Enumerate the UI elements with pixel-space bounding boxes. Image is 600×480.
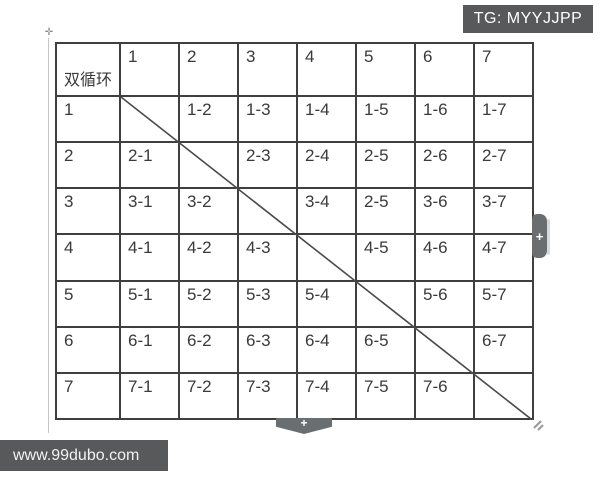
pairing-cell: 5-7 [473,279,534,328]
pairing-cell: 1-7 [473,95,534,144]
pairing-cell: 5-2 [178,279,239,328]
pairing-cell: 1-2 [178,95,239,144]
bottom-resize-handle[interactable]: + [276,418,332,434]
pairing-table: 双循环 1 2 3 4 5 6 7 1 1-2 1-3 1-4 1-5 1-6 1-7 2 2-1 2-3 2-4 2… [55,41,534,421]
pairing-cell: 4-6 [414,233,475,282]
pairing-cell: 6-5 [355,325,416,374]
pairing-cell: 3-4 [296,187,357,236]
row-header-cell: 3 [55,187,121,236]
right-handle-track [547,219,550,255]
pairing-cell: 4-3 [237,233,298,282]
pairing-cell: 6-7 [473,325,534,374]
diagonal-empty-cell [119,95,180,144]
object-anchor-icon: ✛ [44,27,54,38]
diagonal-empty-cell [296,233,357,282]
pairing-cell: 4-1 [119,233,180,282]
pairing-cell: 2-6 [414,141,475,190]
diagonal-empty-cell [414,325,475,374]
pairing-cell: 7-6 [414,371,475,421]
table-header-row: 双循环 1 2 3 4 5 6 7 [55,41,534,98]
pairing-cell: 6-4 [296,325,357,374]
column-header-cell: 5 [355,41,416,98]
row-header-cell: 2 [55,141,121,190]
table-row: 5 5-1 5-2 5-3 5-4 5-6 5-7 [55,279,534,328]
pairing-cell: 2-4 [296,141,357,190]
pairing-cell: 3-2 [178,187,239,236]
table-row: 1 1-2 1-3 1-4 1-5 1-6 1-7 [55,95,534,144]
tg-watermark-badge: TG: MYYJJPP [463,5,593,33]
table-row: 6 6-1 6-2 6-3 6-4 6-5 6-7 [55,325,534,374]
corner-resize-grip-icon[interactable] [531,418,544,431]
table-row: 7 7-1 7-2 7-3 7-4 7-5 7-6 [55,371,534,421]
pairing-cell: 4-5 [355,233,416,282]
plus-icon: + [535,228,544,244]
pairing-cell: 2-3 [237,141,298,190]
pairing-cell: 4-2 [178,233,239,282]
table-row: 4 4-1 4-2 4-3 4-5 4-6 4-7 [55,233,534,282]
pairing-cell: 2-1 [119,141,180,190]
table-row: 2 2-1 2-3 2-4 2-5 2-6 2-7 [55,141,534,190]
pairing-cell: 1-4 [296,95,357,144]
column-header-cell: 7 [473,41,534,98]
pairing-cell: 4-7 [473,233,534,282]
column-header-cell: 3 [237,41,298,98]
pairing-cell: 3-6 [414,187,475,236]
pairing-cell: 5-6 [414,279,475,328]
pairing-table-container: 双循环 1 2 3 4 5 6 7 1 1-2 1-3 1-4 1-5 1-6 1-7 2 2-1 2-3 2-4 2… [55,41,534,421]
pairing-cell: 2-5 [355,187,416,236]
row-header-cell: 5 [55,279,121,328]
plus-icon: + [300,416,308,430]
diagonal-empty-cell [355,279,416,328]
pairing-cell: 3-7 [473,187,534,236]
pairing-cell: 7-2 [178,371,239,421]
url-watermark-bar: www.99dubo.com [0,440,168,471]
row-header-cell: 1 [55,95,121,144]
column-header-cell: 6 [414,41,475,98]
tg-watermark-label: TG: MYYJJPP [473,10,583,27]
diagonal-empty-cell [473,371,534,421]
pairing-cell: 5-3 [237,279,298,328]
pairing-cell: 2-5 [355,141,416,190]
pairing-cell: 6-1 [119,325,180,374]
pairing-cell: 7-1 [119,371,180,421]
column-header-cell: 1 [119,41,180,98]
diagonal-empty-cell [237,187,298,236]
pairing-cell: 6-3 [237,325,298,374]
table-row: 3 3-1 3-2 3-4 2-5 3-6 3-7 [55,187,534,236]
pairing-cell: 1-5 [355,95,416,144]
column-header-cell: 4 [296,41,357,98]
row-header-cell: 6 [55,325,121,374]
row-header-cell: 4 [55,233,121,282]
diagonal-empty-cell [178,141,239,190]
pairing-cell: 6-2 [178,325,239,374]
page-edge-line [48,38,49,433]
pairing-cell: 7-3 [237,371,298,421]
corner-header-cell: 双循环 [55,41,121,98]
pairing-cell: 7-4 [296,371,357,421]
right-resize-handle[interactable]: + [532,214,547,258]
url-watermark-label: www.99dubo.com [13,446,140,464]
pairing-cell: 1-6 [414,95,475,144]
pairing-cell: 2-7 [473,141,534,190]
pairing-cell: 5-1 [119,279,180,328]
pairing-cell: 1-3 [237,95,298,144]
row-header-cell: 7 [55,371,121,421]
pairing-cell: 5-4 [296,279,357,328]
pairing-cell: 3-1 [119,187,180,236]
pairing-cell: 7-5 [355,371,416,421]
column-header-cell: 2 [178,41,239,98]
